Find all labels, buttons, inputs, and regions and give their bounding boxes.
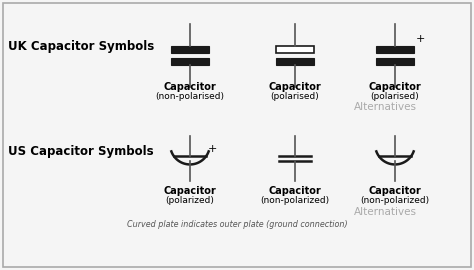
Bar	[276, 58, 314, 65]
Text: Capacitor: Capacitor	[164, 186, 216, 196]
Text: +: +	[208, 143, 218, 154]
Text: (non-polarized): (non-polarized)	[360, 196, 429, 205]
FancyBboxPatch shape	[3, 3, 471, 267]
Text: (non-polarised): (non-polarised)	[155, 92, 225, 101]
Bar	[376, 58, 414, 65]
Text: Alternatives: Alternatives	[354, 102, 417, 112]
Text: Capacitor: Capacitor	[269, 82, 321, 92]
Text: Curved plate indicates outer plate (ground connection): Curved plate indicates outer plate (grou…	[127, 220, 347, 229]
Text: Alternatives: Alternatives	[354, 207, 417, 217]
Text: UK Capacitor Symbols: UK Capacitor Symbols	[8, 40, 154, 53]
Text: (polarized): (polarized)	[165, 196, 214, 205]
Bar	[376, 46, 414, 52]
Text: Capacitor: Capacitor	[369, 186, 421, 196]
Text: (non-polarized): (non-polarized)	[260, 196, 329, 205]
Text: Capacitor: Capacitor	[269, 186, 321, 196]
Text: (polarised): (polarised)	[371, 92, 419, 101]
Bar	[276, 46, 314, 52]
Text: Capacitor: Capacitor	[369, 82, 421, 92]
Bar	[171, 58, 209, 65]
Bar	[171, 46, 209, 52]
Text: +: +	[416, 33, 425, 43]
Text: US Capacitor Symbols: US Capacitor Symbols	[8, 145, 154, 158]
Text: Capacitor: Capacitor	[164, 82, 216, 92]
Text: (polarised): (polarised)	[271, 92, 319, 101]
